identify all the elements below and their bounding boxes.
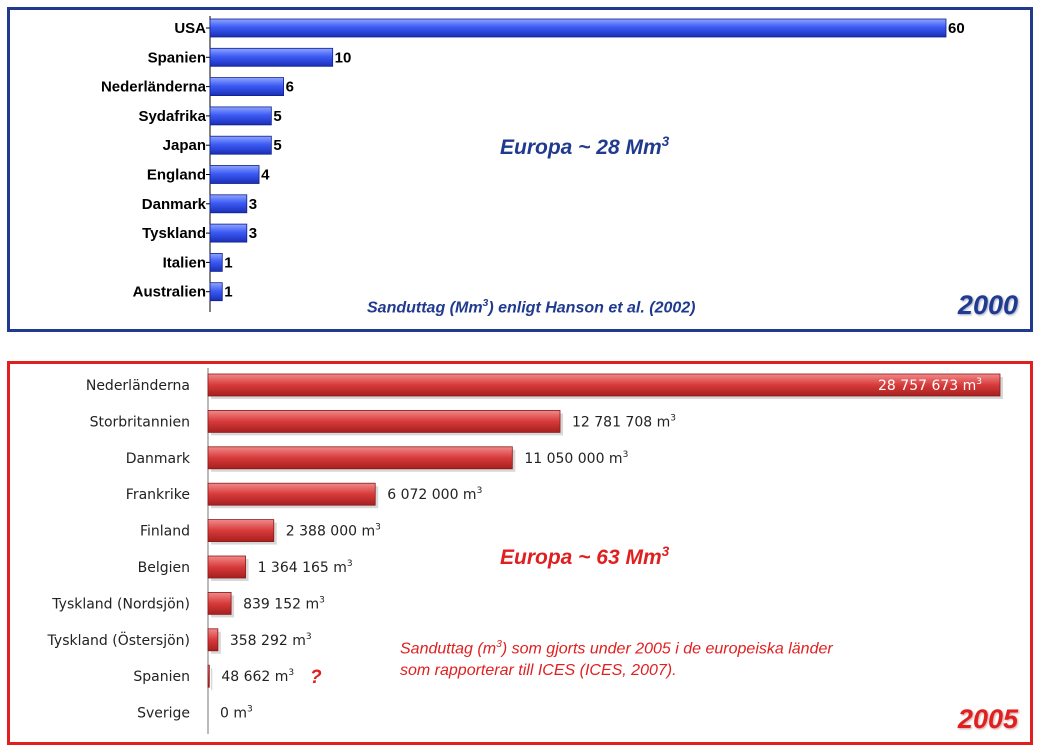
- value-label-finland: 2 388 000 m3: [286, 523, 381, 540]
- category-label-sydafrika: Sydafrika: [138, 108, 206, 125]
- category-label-belgien: Belgien: [138, 560, 190, 576]
- category-label-spanien: Spanien: [148, 49, 206, 66]
- category-label-danmark: Danmark: [142, 196, 207, 213]
- value-label-storbritannien: 12 781 708 m3: [572, 413, 676, 430]
- chart-panel-2005: Nederländerna 28 757 673 m3 Storbritannien…: [7, 361, 1033, 745]
- value-label-nederlanderna: 28 757 673 m3: [878, 377, 982, 394]
- value-label-sydafrika: 5: [273, 108, 281, 125]
- value-label-england: 4: [261, 167, 270, 184]
- bar-nederlanderna: [207, 373, 1001, 397]
- value-label-danmark: 11 050 000 m3: [524, 450, 628, 467]
- bar-usa: [209, 18, 947, 38]
- category-label-finland: Finland: [140, 524, 190, 540]
- value-label-sverige: 0 m3: [220, 705, 253, 722]
- bar-japan: [209, 135, 272, 155]
- value-label-danmark: 3: [249, 196, 257, 213]
- category-label-sverige: Sverige: [137, 706, 190, 722]
- europa-total-2005: Europa ~ 63 Mm3: [500, 544, 670, 569]
- bar-australien: [209, 282, 223, 302]
- category-label-nederlanderna: Nederländerna: [86, 378, 190, 394]
- bar-frankrike: [207, 482, 376, 506]
- value-label-japan: 5: [273, 137, 281, 154]
- category-label-spanien: Spanien: [133, 669, 190, 685]
- year-label-2005: 2005: [957, 704, 1018, 734]
- category-label-storbritannien: Storbritannien: [90, 414, 190, 430]
- value-label-frankrike: 6 072 000 m3: [387, 486, 482, 503]
- category-label-nederlanderna: Nederländerna: [101, 79, 207, 96]
- bar-tyskland-nordsjon: [207, 591, 232, 615]
- bar-italien: [209, 252, 223, 272]
- bar-chart-2005: Nederländerna 28 757 673 m3 Storbritannien…: [47, 368, 1003, 734]
- bar-nederlanderna: [209, 77, 284, 96]
- year-label-2000: 2000: [957, 290, 1018, 320]
- bar-danmark: [207, 446, 513, 470]
- chart-panel-2000: USA 60 Spanien 10 Nederländerna 6 Sydafrika 5 Ja…: [7, 7, 1033, 332]
- source-note-2005: Sanduttag (m3) som gjorts under 2005 i d…: [400, 639, 833, 680]
- bar-storbritannien: [207, 410, 561, 433]
- europa-total-2000: Europa ~ 28 Mm3: [500, 134, 670, 159]
- bar-tyskland-ostersjon: [207, 628, 219, 652]
- value-label-tyskland-ostersjon: 358 292 m3: [230, 632, 312, 649]
- source-note-2000: Sanduttag (Mm3) enligt Hanson et al. (20…: [367, 298, 696, 317]
- category-label-italien: Italien: [163, 254, 206, 271]
- bar-chart-2000: USA 60 Spanien 10 Nederländerna 6 Sydafrika 5 Ja…: [101, 16, 965, 312]
- bar-danmark: [209, 194, 248, 214]
- value-label-spanien: 48 662 m3: [221, 668, 294, 685]
- value-label-usa: 60: [948, 20, 965, 37]
- category-label-tyskland: Tyskland: [142, 225, 206, 242]
- category-label-tyskland-nordsjon: Tyskland (Nordsjön): [51, 596, 190, 612]
- bar-spanien: [209, 47, 334, 67]
- value-label-italien: 1: [224, 254, 232, 271]
- bar-england: [209, 165, 260, 184]
- value-label-tyskland-nordsjon: 839 152 m3: [243, 595, 325, 612]
- bar-finland: [207, 519, 275, 543]
- category-label-danmark: Danmark: [126, 451, 191, 467]
- category-label-england: England: [147, 167, 206, 184]
- category-label-usa: USA: [174, 20, 206, 37]
- category-label-frankrike: Frankrike: [126, 487, 190, 503]
- bar-tyskland: [209, 223, 248, 243]
- bar-shadow-spanien: [211, 668, 213, 691]
- category-label-japan: Japan: [163, 137, 206, 154]
- category-label-australien: Australien: [133, 284, 206, 301]
- value-label-nederlanderna: 6: [286, 79, 294, 96]
- bar-spanien: [207, 664, 210, 688]
- value-label-belgien: 1 364 165 m3: [258, 559, 353, 576]
- value-label-spanien: 10: [335, 49, 352, 66]
- value-label-tyskland: 3: [249, 225, 257, 242]
- value-label-australien: 1: [224, 284, 232, 301]
- bar-sydafrika: [209, 106, 272, 126]
- category-label-tyskland-ostersjon: Tyskland (Östersjön): [47, 631, 190, 649]
- bar-belgien: [207, 555, 246, 579]
- uncertainty-question-mark: ?: [310, 667, 322, 688]
